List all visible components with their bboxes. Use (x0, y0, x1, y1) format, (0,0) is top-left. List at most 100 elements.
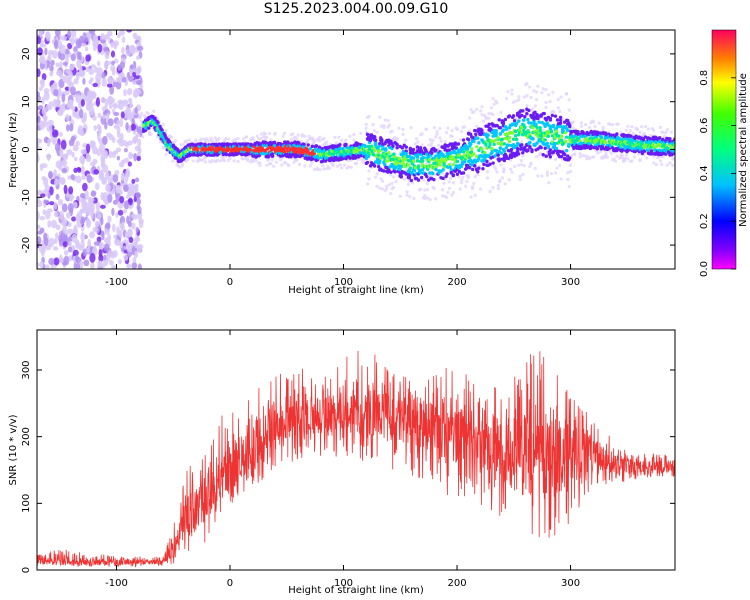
spectral-ridge-point (432, 177, 436, 182)
spectral-halo (472, 181, 476, 186)
y-tick-label: 20 (21, 48, 32, 61)
colorbar-tick-label: 0.4 (699, 165, 710, 181)
spectral-halo (479, 187, 483, 191)
noise-speckle (135, 192, 141, 199)
spectral-halo (367, 169, 371, 173)
spectral-halo (551, 90, 555, 94)
noise-speckle (134, 145, 141, 152)
noise-speckle (97, 43, 103, 53)
spectral-ridge-point (467, 156, 472, 160)
spectral-ridge-point (524, 132, 528, 136)
spectral-halo (352, 132, 356, 137)
spectral-ridge-point (425, 174, 429, 179)
noise-speckle (78, 129, 84, 136)
spectral-halo (632, 155, 637, 159)
spectral-halo (267, 132, 272, 136)
spectral-halo (446, 190, 450, 195)
spectral-halo (534, 98, 539, 102)
spectral-halo (251, 136, 255, 140)
noise-speckle (68, 37, 73, 42)
noise-speckle (135, 227, 140, 233)
noise-speckle (50, 59, 55, 66)
spectral-halo (581, 153, 585, 158)
spectral-ridge-point (460, 155, 465, 159)
spectral-halo (348, 134, 352, 138)
noise-speckle (102, 259, 109, 267)
spectral-halo (630, 159, 634, 163)
spectral-ridge-point (476, 136, 480, 140)
spectral-halo (337, 135, 341, 139)
noise-speckle (84, 189, 89, 200)
spectral-halo (664, 130, 668, 135)
noise-speckle (113, 234, 118, 239)
spectral-ridge-point (314, 144, 319, 148)
spectral-ridge-point (624, 136, 628, 141)
noise-speckle (43, 91, 50, 101)
spectral-ridge-point (434, 154, 438, 158)
spectral-ridge-point (363, 144, 368, 149)
noise-speckle (126, 113, 133, 120)
spectral-ridge-point (156, 121, 160, 125)
noise-speckle (100, 192, 104, 201)
noise-speckle (43, 88, 50, 94)
spectral-halo (513, 164, 517, 168)
spectral-ridge-point (481, 167, 485, 171)
spectral-ridge-point (563, 139, 568, 144)
noise-speckle (85, 46, 89, 52)
spectral-halo (164, 128, 168, 133)
x-tick-label: -100 (105, 277, 128, 288)
spectral-ridge-point (568, 123, 572, 128)
x-tick-label: -100 (105, 578, 128, 589)
spectral-ridge-point (401, 161, 405, 166)
noise-speckle (79, 197, 86, 203)
spectral-ridge-point (419, 175, 424, 180)
y-tick-label: -20 (21, 237, 32, 253)
noise-speckle (41, 96, 45, 105)
spectral-ridge-point (472, 152, 476, 156)
noise-speckle (135, 88, 142, 95)
noise-speckle (116, 103, 122, 109)
spectral-ridge-point (441, 168, 445, 172)
noise-speckle (107, 118, 114, 127)
spectral-halo (177, 165, 182, 169)
spectral-halo (553, 171, 558, 175)
spectral-halo (491, 96, 495, 101)
noise-speckle (37, 36, 41, 45)
spectral-ridge-point (549, 129, 554, 133)
noise-speckle (50, 84, 54, 94)
noise-speckle (85, 104, 91, 111)
spectral-halo (628, 129, 633, 133)
spectral-ridge-point (404, 145, 408, 149)
spectral-ridge-point (413, 165, 418, 170)
spectral-halo (146, 112, 150, 116)
spectral-halo (544, 100, 548, 105)
spectral-ridge-point (477, 166, 481, 170)
spectral-ridge-point (550, 113, 555, 118)
spectral-ridge-point (449, 168, 453, 172)
spectral-halo (556, 106, 560, 110)
noise-speckle (55, 232, 59, 239)
noise-speckle (98, 125, 102, 135)
spectral-halo (303, 164, 307, 168)
spectral-ridge-point (595, 147, 600, 151)
spectral-halo (391, 185, 396, 189)
noise-speckle (120, 132, 124, 141)
noise-speckle (72, 249, 79, 257)
noise-speckle (104, 49, 110, 60)
spectral-halo (428, 198, 432, 202)
spectral-ridge-point (514, 121, 519, 126)
noise-speckle (119, 61, 126, 69)
spectral-halo (361, 160, 366, 165)
noise-speckle (127, 97, 132, 104)
spectral-halo (375, 172, 379, 176)
spectral-ridge-point (419, 149, 424, 153)
spectral-ridge-point (477, 148, 481, 153)
spectral-halo (567, 98, 571, 102)
spectral-halo (205, 138, 209, 143)
spectral-halo (349, 165, 353, 169)
noise-speckle (133, 239, 138, 248)
noise-speckle (134, 185, 139, 193)
spectral-ridge-point (661, 137, 665, 142)
x-tick-label: 200 (447, 277, 466, 288)
noise-speckle (37, 115, 41, 124)
